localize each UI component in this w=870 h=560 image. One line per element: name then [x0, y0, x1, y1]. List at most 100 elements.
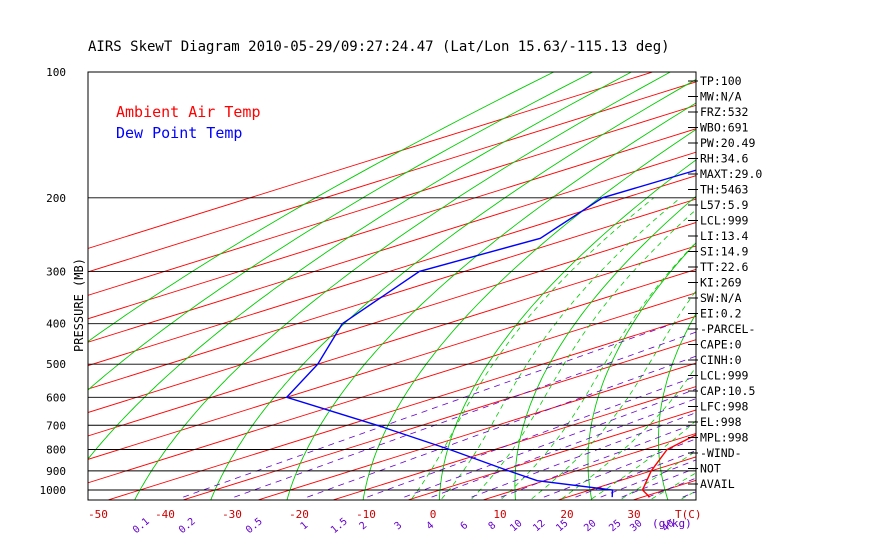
isotherm-line	[88, 81, 696, 273]
ambient-air-temp-line	[641, 434, 696, 498]
index-entry: KI:269	[700, 276, 742, 290]
mixing-ratio-label: 6	[459, 520, 471, 532]
mixing-ratio-line	[733, 324, 870, 497]
mixing-ratio-line	[367, 375, 696, 498]
index-entry: CAPE:0	[700, 338, 742, 352]
bottom-temp-tick-label: 0	[430, 508, 437, 521]
moist-adiabat-line	[591, 420, 696, 500]
index-entry: L57:5.9	[700, 198, 749, 212]
index-entry: LI:13.4	[700, 229, 749, 243]
index-entry: TH:5463	[700, 183, 749, 197]
dry-adiabat-line	[587, 242, 696, 500]
dry-adiabat-line	[88, 72, 594, 391]
mixing-ratio-label: 2	[358, 520, 370, 532]
bottom-temp-tick-label: -40	[155, 508, 175, 521]
bottom-temp-tick-label: -10	[356, 508, 376, 521]
bottom-temp-tick-labels: -50 -40 -30 -20 -10 0 10 20 30	[88, 508, 641, 521]
index-entry: EI:0.2	[700, 307, 742, 321]
dew-point-temp-line	[285, 169, 696, 498]
mixing-ratio-line	[431, 398, 696, 498]
dry-adiabat-line	[514, 195, 696, 500]
isotherm-line	[88, 198, 696, 390]
dry-adiabat-line	[134, 72, 672, 500]
mixing-ratio-line	[307, 355, 696, 498]
index-entry: MW:N/A	[700, 90, 742, 104]
moist-adiabat-line	[651, 472, 696, 500]
isotherm-line	[481, 432, 696, 500]
mixing-ratio-label: 0.5	[244, 516, 265, 536]
mixing-ratio-label: 12	[531, 518, 547, 534]
dry-adiabat-line	[210, 78, 696, 500]
index-entry: TP:100	[700, 74, 742, 88]
index-entry: LFC:998	[700, 400, 749, 414]
pressure-tick-label: 200	[46, 192, 66, 205]
chart-title: AIRS SkewT Diagram 2010-05-29/09:27:24.4…	[88, 39, 670, 55]
isotherm-line	[88, 72, 655, 249]
dry-adiabat-line	[286, 102, 696, 500]
mixing-ratio-line	[500, 422, 696, 498]
background-lines	[88, 72, 870, 500]
index-entry: MAXT:29.0	[700, 167, 762, 181]
pressure-tick-label: 700	[46, 419, 66, 432]
temp-unit-label: T(C)	[675, 508, 702, 521]
index-entry: NOT	[700, 462, 721, 476]
moist-adiabat-line	[501, 241, 696, 500]
mixing-ratio-label: 8	[487, 520, 499, 532]
pressure-tick-label: 1000	[40, 484, 67, 497]
isotherm-line	[88, 245, 696, 437]
bottom-temp-tick-label: -50	[88, 508, 108, 521]
index-entry: PW:20.49	[700, 136, 755, 150]
moist-adiabat-line	[772, 198, 870, 499]
dry-adiabat-line	[438, 159, 696, 500]
index-entry: AVAIL	[700, 477, 735, 491]
mixing-ratio-label: 1.5	[329, 516, 350, 536]
isotherm-line	[88, 292, 696, 484]
pressure-tick-label: 300	[46, 265, 66, 278]
index-entry: SW:N/A	[700, 291, 742, 305]
mixing-ratio-label: 10	[508, 518, 524, 534]
index-entry: TT:22.6	[700, 260, 749, 274]
isotherm-line	[88, 268, 696, 460]
mixing-ratio-labels: 0.1 0.2 0.5 1 1.5 2 3 4 6 8 10 12 15 20 25 30 40	[131, 516, 677, 536]
dry-adiabat-line	[362, 128, 696, 500]
pressure-tick-labels: 100 200 300 400 500 600 700 800 900 1000	[40, 66, 67, 497]
bottom-temp-tick-label: -20	[289, 508, 309, 521]
dry-adiabat-line	[88, 72, 633, 460]
isotherm-line	[331, 386, 696, 500]
index-entry: -WIND-	[700, 446, 742, 460]
isotherm-line	[88, 222, 696, 413]
index-entry: LCL:999	[700, 214, 749, 228]
mixing-ratio-unit-label: (g/kg)	[652, 517, 692, 530]
pressure-tick-label: 600	[46, 391, 66, 404]
index-entry: MPL:998	[700, 431, 749, 445]
mixing-ratio-label: 3	[393, 520, 405, 532]
profiles	[285, 169, 696, 498]
mixing-ratio-label: 0.1	[131, 516, 152, 536]
isotherm-line	[88, 104, 696, 296]
index-entry: WBO:691	[700, 121, 749, 135]
isotherm-line	[106, 315, 696, 500]
pressure-tick-label: 800	[46, 443, 66, 456]
pressure-tick-label: 400	[46, 318, 66, 331]
mixing-ratio-label: 0.2	[177, 516, 198, 536]
index-entry: RH:34.6	[700, 152, 749, 166]
pressure-tick-label: 100	[46, 66, 66, 79]
index-entry: FRZ:532	[700, 105, 748, 119]
mixing-ratio-line	[183, 323, 674, 498]
index-entry: LCL:999	[700, 369, 749, 383]
mixing-ratio-line	[471, 412, 696, 498]
legend-dew-point-temp: Dew Point Temp	[116, 124, 242, 142]
mixing-ratio-label: 20	[582, 518, 598, 534]
bottom-temp-tick-label: 10	[493, 508, 506, 521]
dry-adiabat-line	[658, 312, 696, 500]
pressure-tick-label: 500	[46, 358, 66, 371]
mixing-ratio-label: 4	[425, 520, 437, 532]
mixing-ratio-line	[404, 388, 696, 498]
isotherm-line	[406, 409, 696, 500]
moist-adiabat-line	[441, 197, 681, 500]
pressure-tick-label: 900	[46, 465, 66, 478]
isotherm-line	[88, 128, 696, 320]
isotherm-line	[88, 175, 696, 367]
